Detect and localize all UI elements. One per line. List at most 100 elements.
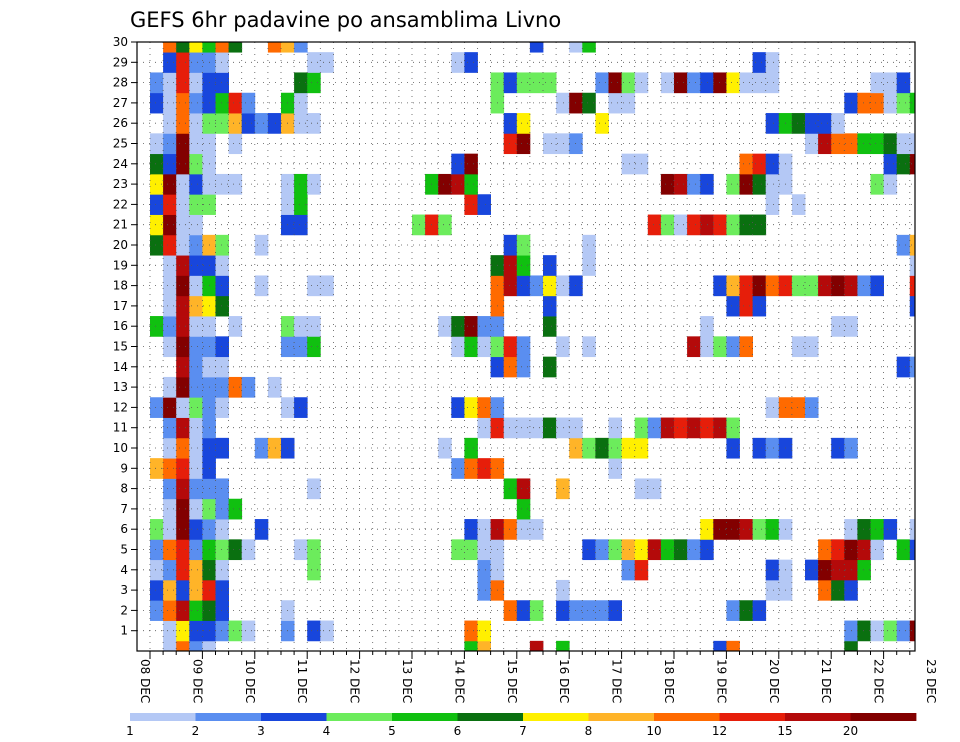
heatmap-cell [700,539,714,561]
heatmap-cell [726,275,740,297]
heatmap-cell [791,397,806,418]
heatmap-cell [870,72,884,94]
heatmap-cell [543,356,557,378]
heatmap-cell [870,133,884,155]
heatmap-cell [176,417,190,439]
heatmap-cell [543,316,557,337]
heatmap-cell [831,113,845,134]
colorbar-swatch [392,713,458,721]
chart-title: GEFS 6hr padavine po ansamblima Livno [130,8,561,32]
heatmap-cell [765,579,780,601]
heatmap-cell [163,397,177,418]
heatmap-cell [189,336,203,358]
heatmap-cell [516,600,531,621]
y-tick-label: 28 [113,76,128,90]
heatmap-cell [307,559,321,581]
heatmap-cell [307,478,321,500]
heatmap-cell [752,295,767,317]
y-tick-label: 23 [113,177,128,191]
colorbar-label: 8 [585,724,593,738]
heatmap-cell [883,92,898,114]
heatmap-cell [857,539,871,561]
heatmap-cell [516,417,531,439]
heatmap-cell [241,113,256,134]
heatmap-cell [529,417,544,439]
heatmap-cell [189,458,203,479]
heatmap-cell [503,519,518,540]
heatmap-cell [805,336,819,358]
heatmap-cell [320,620,334,642]
heatmap-cell [163,173,177,195]
heatmap-cell [294,539,308,561]
heatmap-cell [215,478,229,500]
heatmap-cell [647,417,662,439]
heatmap-cell [805,397,819,418]
heatmap-cell [307,113,321,134]
y-tick-label: 17 [113,299,128,313]
heatmap-cells [150,42,915,651]
heatmap-cell [163,478,177,500]
y-tick-label: 1 [120,624,128,638]
heatmap-cell [726,336,740,358]
heatmap-cell [713,640,727,651]
heatmap-cell [595,539,609,561]
heatmap-cell [163,42,177,53]
heatmap-cell [844,640,858,651]
heatmap-cell [241,376,256,398]
y-tick-label: 21 [113,218,128,232]
heatmap-cell [189,173,203,195]
heatmap-cell [150,559,164,581]
heatmap-cell [543,72,557,94]
heatmap-cell [739,295,753,317]
heatmap-cell [765,519,780,540]
heatmap-cell [464,437,478,459]
x-tick-label: 08 DEC [138,659,152,703]
y-tick-label: 9 [120,461,128,475]
heatmap-cell [595,600,609,621]
heatmap-cell [621,153,636,175]
heatmap-cell [516,336,531,358]
grid-lines [137,42,915,651]
heatmap-cell [896,539,911,561]
heatmap-cell [189,498,203,520]
heatmap-cell [163,52,177,73]
heatmap-cell [163,417,177,439]
heatmap-cell [818,579,832,601]
heatmap-cell [176,600,190,621]
heatmap-cell [189,52,203,73]
heatmap-cell [909,356,915,378]
heatmap-cell [438,437,452,459]
heatmap-cell [516,498,531,520]
heatmap-cell [870,519,884,540]
heatmap-cell [189,214,203,236]
heatmap-cell [791,336,806,358]
heatmap-cell [241,620,256,642]
heatmap-cell [556,640,570,651]
heatmap-cell [189,600,203,621]
heatmap-cell [713,417,727,439]
y-tick-label: 12 [113,400,128,414]
heatmap-cell [909,234,915,256]
heatmap-cell [516,234,531,256]
heatmap-cell [582,42,596,53]
colorbar-swatch [130,713,196,721]
heatmap-cell [477,519,491,540]
heatmap-cell [294,214,308,236]
heatmap-cell [529,600,544,621]
heatmap-cell [909,539,915,561]
heatmap-cell [477,620,491,642]
heatmap-cell [595,437,609,459]
heatmap-cell [713,336,727,358]
heatmap-cell [700,336,714,358]
colorbar-swatch [457,713,524,721]
heatmap-cell [870,173,884,195]
heatmap-cell [818,275,832,297]
heatmap-cell [556,275,570,297]
colorbar-swatch [326,713,393,721]
x-tick-label: 18 DEC [662,659,676,703]
heatmap-cell [556,92,570,114]
heatmap-cell [176,275,190,297]
heatmap-cell [189,397,203,418]
colorbar-swatch [785,713,851,721]
heatmap-cell [831,275,845,297]
